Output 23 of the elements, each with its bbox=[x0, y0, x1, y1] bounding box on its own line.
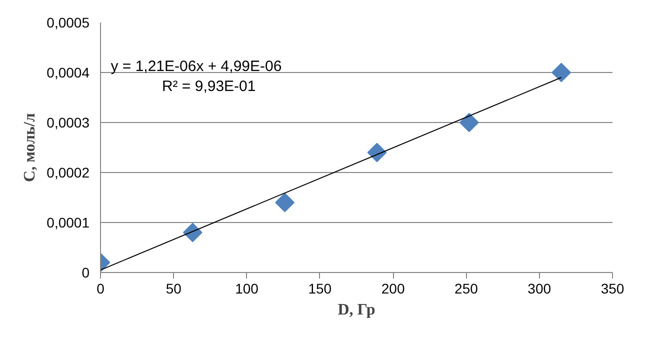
annotation: y = 1,21E-06x + 4,99E-06 bbox=[110, 58, 282, 75]
point bbox=[552, 62, 571, 82]
x-tick-label: 250 bbox=[454, 280, 478, 296]
y-axis-title: C, моль/л bbox=[22, 113, 39, 182]
x-tick-label: 150 bbox=[308, 280, 332, 296]
x-tick-label: 300 bbox=[528, 280, 552, 296]
y-tick-label: 0,0002 bbox=[46, 164, 90, 180]
x-tick-label: 100 bbox=[235, 280, 259, 296]
point bbox=[182, 222, 202, 242]
y-tick-label: 0,0003 bbox=[46, 114, 90, 130]
y-tick-label: 0,0005 bbox=[46, 14, 90, 30]
point bbox=[459, 112, 479, 132]
x-tick-label: 0 bbox=[96, 280, 105, 296]
y-tick-label: 0 bbox=[82, 264, 90, 280]
x-tick-label: 350 bbox=[600, 280, 624, 296]
point bbox=[275, 192, 295, 212]
y-tick-label: 0,0001 bbox=[46, 214, 90, 230]
point bbox=[367, 142, 387, 162]
y-tick-label: 0,0004 bbox=[46, 64, 90, 80]
annotation: R² = 9,93E-01 bbox=[162, 78, 256, 95]
x-axis-title: D, Гр bbox=[338, 302, 376, 318]
x-tick-label: 50 bbox=[166, 280, 182, 296]
x-tick-label: 200 bbox=[381, 280, 405, 296]
